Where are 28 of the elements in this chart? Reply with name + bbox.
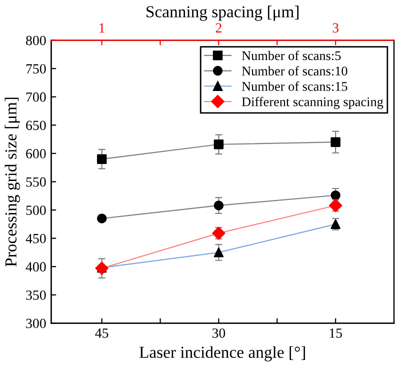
y-tick-label: 550 <box>26 177 46 187</box>
legend-label: Different scanning spacing <box>242 96 384 109</box>
y-tick-label: 350 <box>26 290 46 300</box>
x-tick-label: 15 <box>330 328 342 338</box>
y-tick-label: 300 <box>26 318 46 328</box>
legend-label: Number of scans:5 <box>242 50 341 60</box>
x2-axis-title: Scanning spacing [μm] <box>146 6 298 21</box>
point <box>96 154 107 164</box>
y-tick-label: 450 <box>26 234 46 244</box>
x-tick-label: 45 <box>95 328 108 338</box>
point <box>214 248 224 258</box>
y-tick-label: 600 <box>26 149 46 158</box>
y-tick-label: 750 <box>26 64 46 74</box>
y-axis-title: Processing grid size [μm] <box>4 98 20 266</box>
y-tick-label: 650 <box>26 120 46 130</box>
point <box>330 137 340 147</box>
y-tick-label: 800 <box>26 36 46 46</box>
x-axis-title: Laser incidence angle [°] <box>139 346 305 362</box>
y-tick-label: 400 <box>26 262 46 272</box>
x-tick-label: 30 <box>212 328 226 338</box>
legend-label: Number of scans:15 <box>242 81 348 91</box>
y-tick-label: 500 <box>26 206 46 215</box>
legend-label: Number of scans:10 <box>242 66 348 76</box>
point <box>214 140 224 150</box>
y-tick-label: 700 <box>26 92 46 102</box>
x2-tick-label: 2 <box>216 23 222 32</box>
x2-tick-label: 3 <box>332 23 338 33</box>
x2-tick-label: 1 <box>100 23 104 32</box>
